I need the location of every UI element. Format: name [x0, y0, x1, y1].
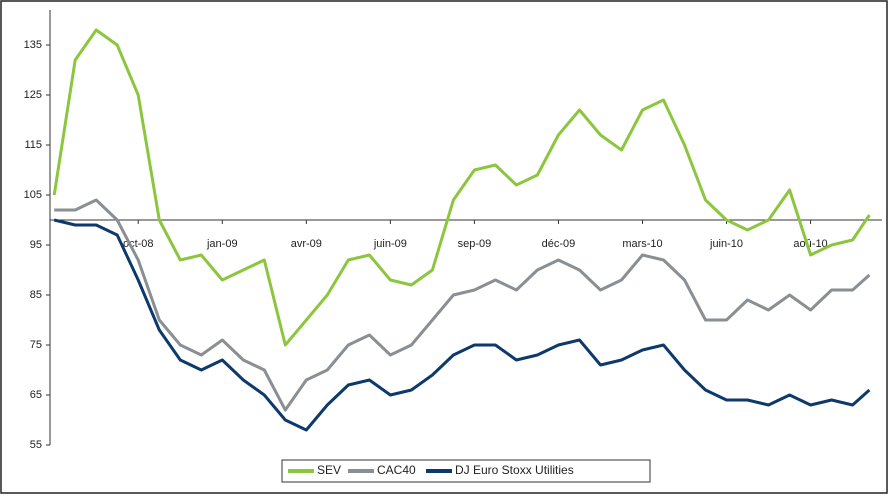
series-line [53, 218, 871, 432]
y-tick-label: 125 [24, 89, 42, 101]
y-tick-label: 105 [24, 189, 42, 201]
legend-label: CAC40 [377, 463, 416, 477]
x-tick-label: mars-10 [622, 238, 662, 250]
legend-label: DJ Euro Stoxx Utilities [455, 463, 574, 477]
series-line [52, 28, 871, 347]
x-tick-label: aoû-10 [793, 238, 827, 250]
x-tick-label: jan-09 [206, 238, 238, 250]
legend-box [281, 459, 651, 483]
x-tick-label: juin-09 [373, 238, 407, 250]
x-tick-label: avr-09 [291, 238, 322, 250]
x-tick-label: sep-09 [458, 238, 492, 250]
y-tick-label: 85 [30, 289, 42, 301]
x-tick-label: juin-10 [709, 238, 743, 250]
y-tick-label: 135 [24, 39, 42, 51]
legend-label: SEV [317, 463, 341, 477]
y-tick-label: 115 [24, 139, 42, 151]
y-tick-label: 55 [30, 439, 42, 451]
series-line [54, 198, 871, 412]
x-tick-label: déc-09 [542, 238, 576, 250]
y-tick-label: 75 [30, 339, 42, 351]
y-tick-label: 65 [30, 389, 42, 401]
y-tick-label: 95 [30, 239, 42, 251]
